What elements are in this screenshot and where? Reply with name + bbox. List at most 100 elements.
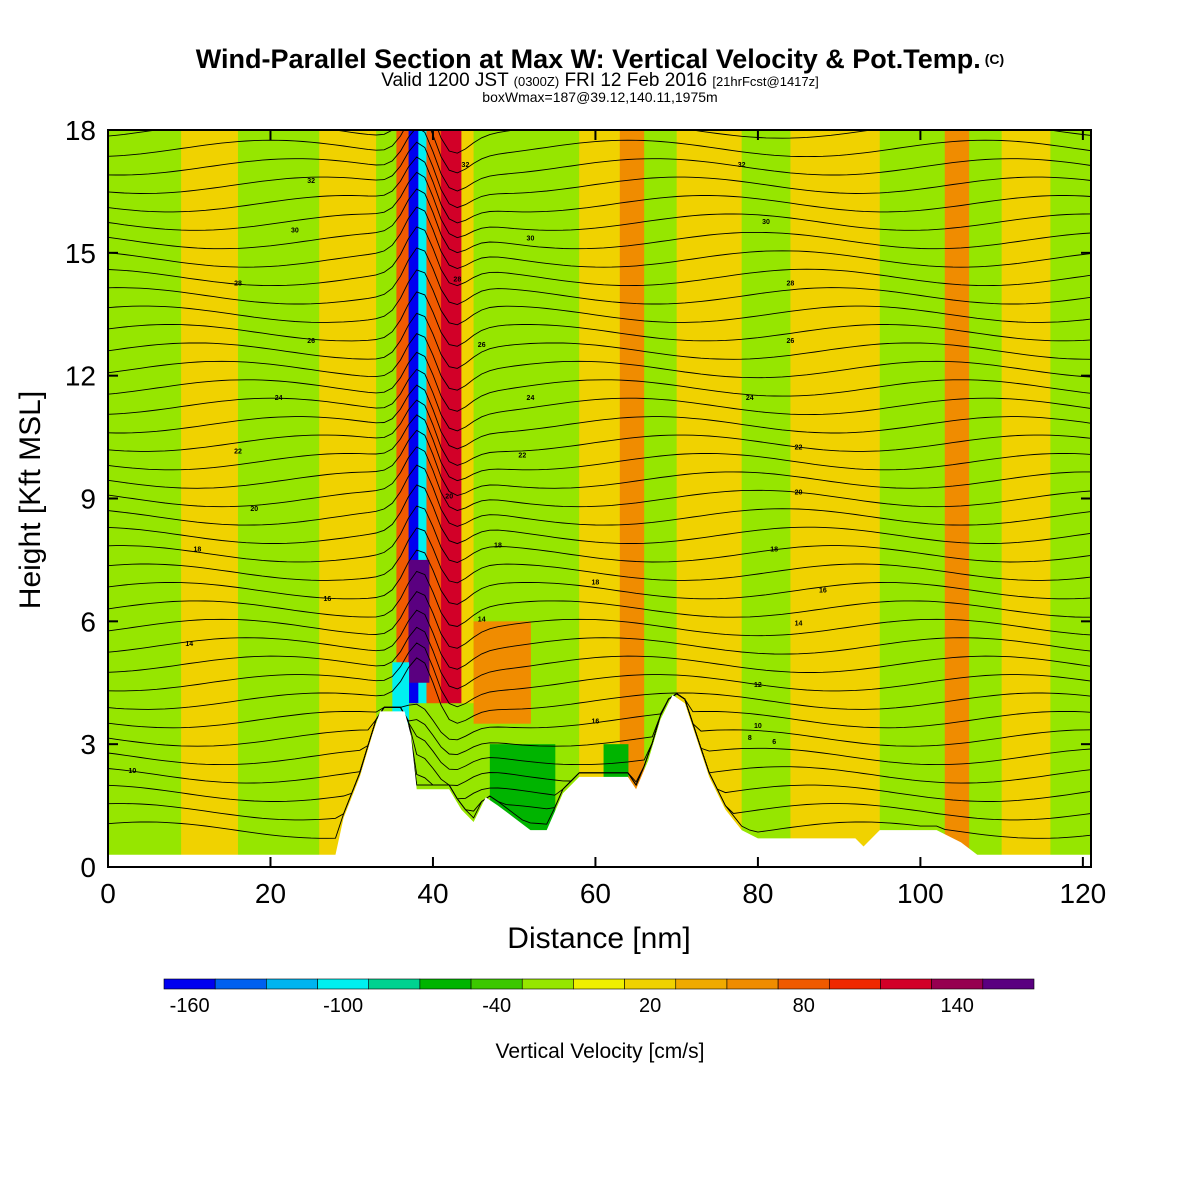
velocity-cell	[461, 130, 475, 704]
colorbar-tick-label: -160	[170, 995, 210, 1017]
potential-temperature-contours: 10 14 16 18 20 22 24 26 28 30 32 32 28 26 20 18 14 18 30 24…	[108, 130, 1091, 839]
colorbar-swatch	[521, 978, 574, 990]
contour-label: 28	[453, 276, 461, 283]
velocity-cell	[473, 621, 531, 724]
velocity-cell	[319, 130, 377, 867]
isentrope-line	[108, 156, 1091, 224]
isentrope-line	[108, 414, 1091, 482]
valid-utc: (0300Z)	[513, 74, 560, 89]
x-tick-label: 100	[897, 878, 944, 909]
y-tick-label: 9	[80, 484, 96, 515]
contour-label: 22	[795, 444, 803, 451]
isentrope-line	[108, 247, 1091, 305]
isentrope-line	[108, 130, 1091, 192]
isentrope-line	[108, 693, 1091, 786]
colorbar-swatch	[982, 978, 1035, 990]
isentrope-line	[108, 549, 1091, 605]
contour-label: 20	[445, 494, 453, 501]
contour-label: 18	[592, 579, 600, 586]
contour-label: 8	[748, 735, 752, 742]
colorbar-swatch	[163, 978, 216, 990]
isentrope-line	[108, 570, 1091, 627]
x-tick-label: 0	[100, 878, 116, 909]
contour-label: 20	[250, 506, 258, 513]
isentrope-line	[108, 446, 1091, 511]
isentrope-line	[108, 464, 1091, 527]
isentrope-line	[108, 141, 1091, 209]
isentrope-line	[108, 312, 1091, 369]
contour-label: 30	[762, 219, 770, 226]
isentrope-line	[108, 171, 1091, 239]
terrain	[108, 695, 1091, 867]
contour-label: 14	[478, 616, 486, 623]
isentrope-line	[108, 368, 1091, 432]
contour-label: 10	[754, 723, 762, 730]
contour-label: 22	[234, 448, 242, 455]
contour-label: 26	[478, 342, 486, 349]
contour-label: 30	[527, 236, 535, 243]
contour-label: 14	[185, 641, 193, 648]
box-max-info: boxWmax=187@39.12,140.11,1975m	[482, 89, 718, 105]
colorbar-swatch	[931, 978, 984, 990]
contour-label: 16	[819, 588, 827, 595]
colorbar-swatch	[368, 978, 421, 990]
y-tick-label: 6	[80, 606, 96, 637]
velocity-cell	[237, 130, 320, 867]
isentrope-line	[108, 333, 1091, 391]
velocity-cell	[108, 130, 182, 867]
valid-time-line: Valid 1200 JST (0300Z) FRI 12 Feb 2016 […	[0, 71, 1200, 92]
vertical-velocity-field	[108, 130, 1091, 867]
velocity-cell	[790, 130, 881, 867]
isentrope-line	[108, 384, 1091, 450]
contour-label: 18	[494, 543, 502, 550]
isentrope-line	[108, 693, 1091, 741]
contour-label: 16	[592, 719, 600, 726]
terrain-mask	[108, 695, 1091, 867]
velocity-cell	[741, 130, 791, 867]
contour-label: 20	[795, 489, 803, 496]
y-tick-label: 15	[65, 238, 96, 269]
x-axis: 0 20 40 60 80 100 120	[100, 130, 1106, 909]
y-axis: 0 3 6 9 12 15 18	[65, 115, 1091, 883]
contour-label: 14	[795, 620, 803, 627]
valid-prefix: Valid 1200 JST	[381, 70, 509, 91]
velocity-cell	[408, 559, 430, 683]
isentrope-line	[108, 188, 1091, 254]
colorbar-swatch	[419, 978, 472, 990]
y-tick-label: 12	[65, 361, 96, 392]
isentrope-line	[108, 693, 1091, 756]
colorbar-swatch	[675, 978, 728, 990]
contour-label: 32	[307, 178, 315, 185]
contour-label: 10	[128, 768, 136, 775]
x-axis-title: Distance [nm]	[507, 922, 690, 955]
contour-label: 16	[323, 596, 331, 603]
colorbar-swatch	[880, 978, 932, 990]
isentrope-line	[108, 505, 1091, 563]
isentrope-line	[108, 657, 1091, 724]
y-tick-label: 18	[65, 115, 96, 146]
x-tick-label: 80	[742, 878, 773, 909]
velocity-cell	[418, 130, 427, 704]
contour-label: 30	[291, 227, 299, 234]
y-axis-title: Height [Kft MSL]	[14, 391, 47, 609]
isentrope-line	[108, 527, 1091, 584]
isentrope-line	[108, 206, 1091, 269]
colorbar-swatch	[214, 978, 267, 990]
colorbar-tick-label: 80	[793, 995, 815, 1017]
x-tick-label: 120	[1060, 878, 1107, 909]
isentrope-line	[108, 291, 1091, 347]
velocity-cell	[181, 130, 239, 867]
contour-label: 12	[754, 682, 762, 689]
contour-label: 22	[518, 453, 526, 460]
chart-title: Wind-Parallel Section at Max W: Vertical…	[0, 44, 1200, 74]
isentrope-line	[108, 609, 1091, 670]
contour-label: 24	[527, 395, 535, 402]
isentrope-line	[108, 399, 1091, 466]
x-tick-label: 40	[417, 878, 448, 909]
colorbar-swatch	[828, 978, 881, 990]
colorbar-swatch	[573, 978, 625, 990]
isentrope-line	[108, 351, 1091, 412]
y-tick-label: 0	[80, 852, 96, 883]
contour-label: 28	[787, 281, 795, 288]
contour-label: 24	[746, 395, 754, 402]
